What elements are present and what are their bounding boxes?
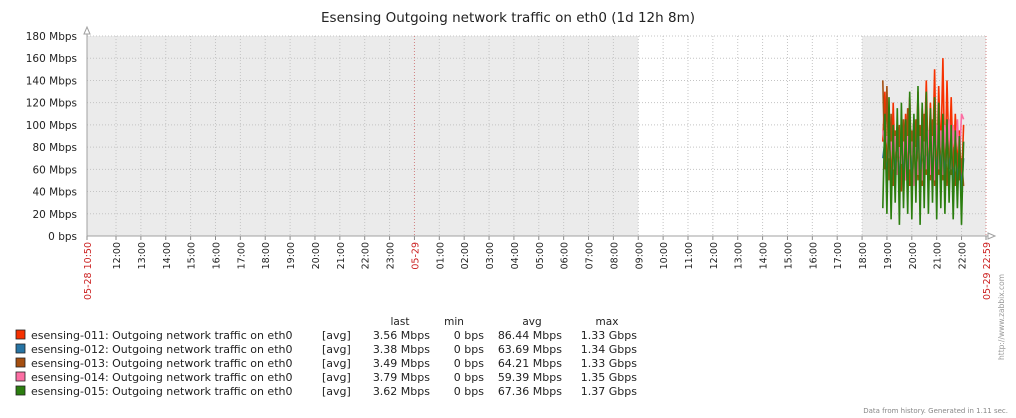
y-tick-label: 40 Mbps	[32, 187, 77, 199]
legend-swatch	[15, 329, 26, 340]
x-tick-label: 08:00	[609, 242, 620, 269]
x-tick-label: 21:00	[933, 242, 944, 269]
legend-func: [avg]	[322, 385, 351, 398]
legend-func: [avg]	[322, 357, 351, 370]
legend-value-avg: 63.69 Mbps	[498, 343, 562, 356]
legend-func: [avg]	[322, 329, 351, 342]
x-tick-label: 16:00	[211, 242, 222, 269]
legend-value-min: 0 bps	[454, 385, 484, 398]
legend-func: [avg]	[322, 371, 351, 384]
legend-value-avg: 67.36 Mbps	[498, 385, 562, 398]
legend-value-max: 1.35 Gbps	[581, 371, 637, 384]
legend-swatch	[15, 371, 26, 382]
legend-value-last: 3.38 Mbps	[373, 343, 430, 356]
x-tick-label: 22:00	[361, 242, 372, 269]
x-tick-label: 22:00	[958, 242, 969, 269]
x-tick-label: 12:00	[709, 242, 720, 269]
x-tick-label: 13:00	[137, 242, 148, 269]
y-tick-label: 20 Mbps	[32, 209, 77, 221]
y-tick-label: 120 Mbps	[26, 98, 77, 110]
legend: last min avg max esensing-011: Outgoing netw…	[15, 316, 637, 398]
x-tick-label: 01:00	[435, 242, 446, 269]
legend-swatch	[15, 357, 26, 368]
legend-value-last: 3.56 Mbps	[373, 329, 430, 342]
series-line-5	[882, 85, 965, 225]
y-tick-label: 160 Mbps	[26, 53, 77, 65]
y-tick-label: 80 Mbps	[32, 142, 77, 154]
legend-header-avg: avg	[522, 316, 541, 328]
x-tick-label: 21:00	[336, 242, 347, 269]
y-tick-label: 60 Mbps	[32, 164, 77, 176]
legend-value-last: 3.49 Mbps	[373, 357, 430, 370]
x-tick-label: 10:00	[659, 242, 670, 269]
legend-series-name: esensing-012: Outgoing network traffic o…	[31, 343, 292, 356]
legend-func: [avg]	[322, 343, 351, 356]
legend-value-min: 0 bps	[454, 371, 484, 384]
y-tick-label: 180 Mbps	[26, 31, 77, 43]
legend-header-last: last	[391, 316, 410, 328]
legend-value-min: 0 bps	[454, 343, 484, 356]
x-tick-label: 15:00	[783, 242, 794, 269]
x-tick-label: 15:00	[187, 242, 198, 269]
x-tick-label: 13:00	[734, 242, 745, 269]
shaded-period-0	[87, 36, 639, 236]
x-tick-label: 04:00	[510, 242, 521, 269]
x-tick-label: 20:00	[311, 242, 322, 269]
legend-value-max: 1.33 Gbps	[581, 357, 637, 370]
legend-value-avg: 64.21 Mbps	[498, 357, 562, 370]
x-tick-label: 12:00	[112, 242, 123, 269]
x-tick-label: 18:00	[858, 242, 869, 269]
legend-value-max: 1.34 Gbps	[581, 343, 637, 356]
x-tick-label: 20:00	[908, 242, 919, 269]
x-tick-label: 14:00	[759, 242, 770, 269]
x-tick-label: 05:00	[535, 242, 546, 269]
legend-value-last: 3.79 Mbps	[373, 371, 430, 384]
x-tick-label: 05-28 10:50	[83, 242, 94, 300]
x-tick-label: 05-29 22:59	[982, 242, 993, 300]
legend-series-name: esensing-015: Outgoing network traffic o…	[31, 385, 292, 398]
x-tick-label: 07:00	[585, 242, 596, 269]
legend-series-name: esensing-013: Outgoing network traffic o…	[31, 357, 292, 370]
generation-credit: Data from history. Generated in 1.11 sec…	[863, 407, 1008, 415]
legend-value-last: 3.62 Mbps	[373, 385, 430, 398]
y-axis-arrow	[83, 25, 91, 35]
legend-value-avg: 59.39 Mbps	[498, 371, 562, 384]
x-tick-label: 11:00	[684, 242, 695, 269]
y-tick-label: 140 Mbps	[26, 75, 77, 87]
legend-swatch	[15, 385, 26, 396]
x-tick-label: 02:00	[460, 242, 471, 269]
x-tick-label: 09:00	[634, 242, 645, 269]
x-tick-label: 06:00	[560, 242, 571, 269]
x-tick-label: 14:00	[162, 242, 173, 269]
legend-header-max: max	[596, 316, 619, 328]
y-tick-label: 100 Mbps	[26, 120, 77, 132]
zabbix-url: http://www.zabbix.com	[997, 274, 1006, 360]
legend-value-min: 0 bps	[454, 329, 484, 342]
chart-title: Esensing Outgoing network traffic on eth…	[321, 10, 695, 26]
y-tick-label: 0 bps	[48, 231, 77, 243]
x-tick-label: 23:00	[386, 242, 397, 269]
x-tick-label: 17:00	[236, 242, 247, 269]
legend-value-max: 1.33 Gbps	[581, 329, 637, 342]
x-axis-arrow	[987, 232, 997, 240]
legend-value-avg: 86.44 Mbps	[498, 329, 562, 342]
x-tick-label: 19:00	[286, 242, 297, 269]
x-tick-label: 18:00	[261, 242, 272, 269]
legend-value-max: 1.37 Gbps	[581, 385, 637, 398]
legend-series-name: esensing-011: Outgoing network traffic o…	[31, 329, 292, 342]
x-tick-label: 03:00	[485, 242, 496, 269]
legend-series-name: esensing-014: Outgoing network traffic o…	[31, 371, 292, 384]
x-tick-label: 17:00	[833, 242, 844, 269]
x-tick-label: 05-29	[410, 242, 421, 270]
x-tick-label: 16:00	[808, 242, 819, 269]
legend-header-min: min	[444, 316, 464, 328]
legend-swatch	[15, 343, 26, 354]
x-tick-label: 19:00	[883, 242, 894, 269]
legend-value-min: 0 bps	[454, 357, 484, 370]
